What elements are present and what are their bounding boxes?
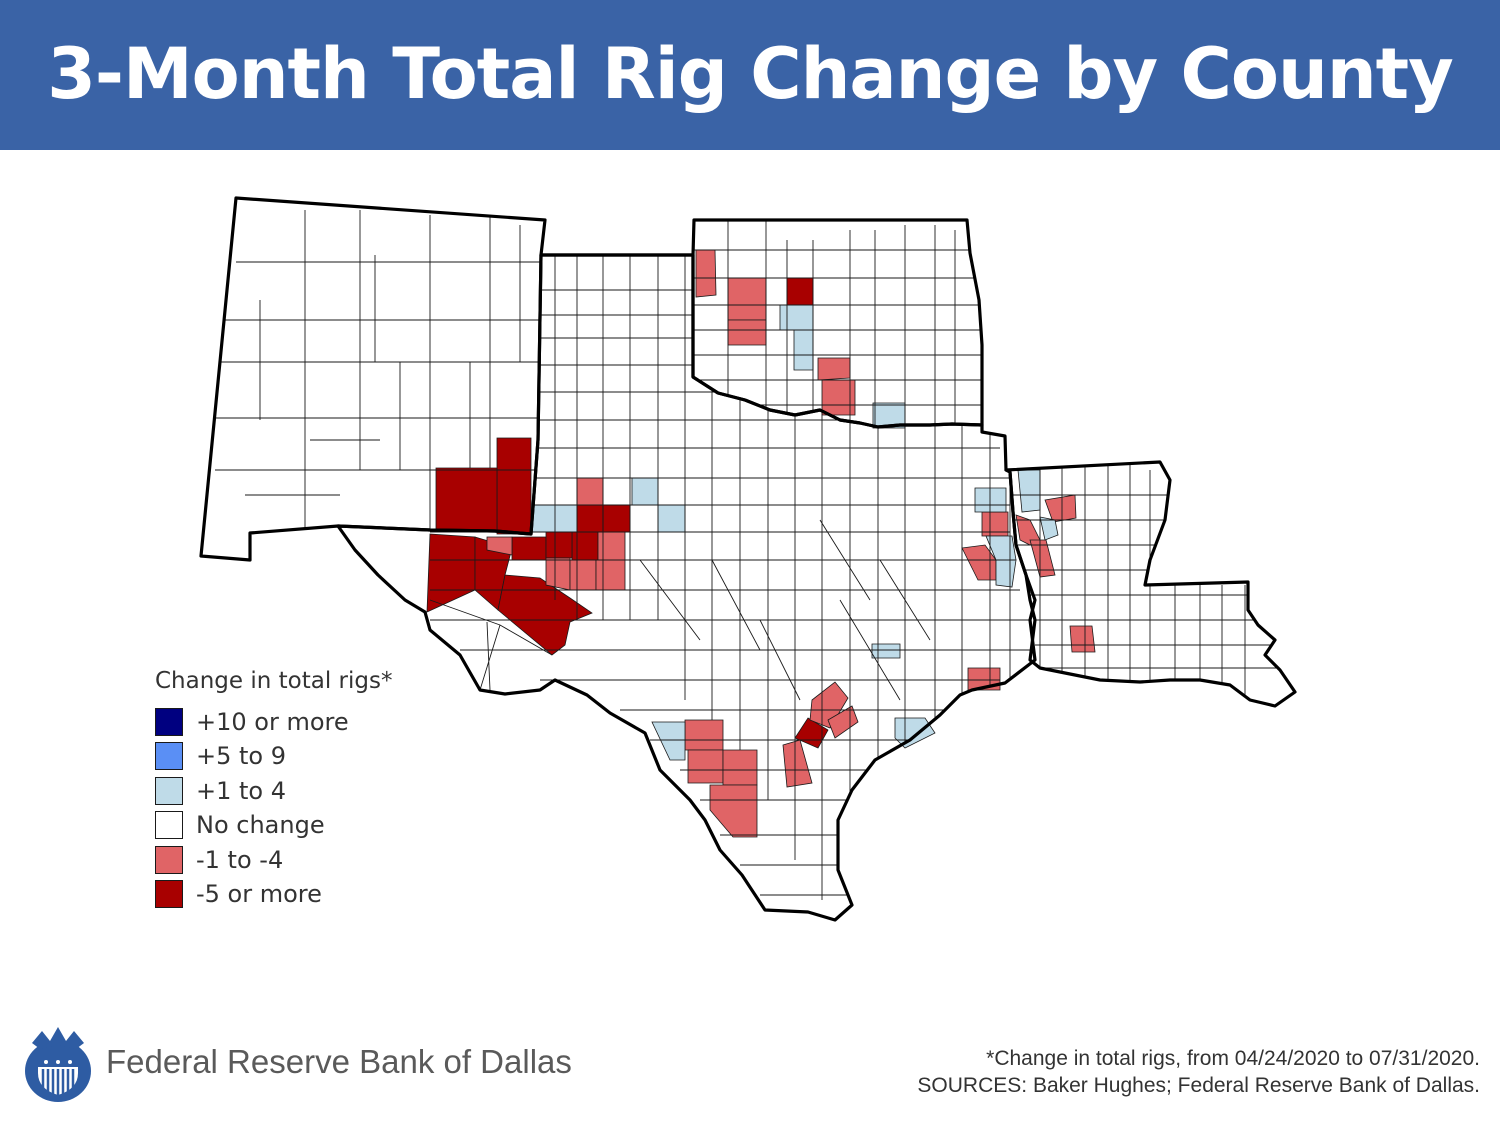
legend-swatch [155, 845, 183, 874]
legend-item: +5 to 9 [155, 738, 475, 772]
legend-item: +1 to 4 [155, 773, 475, 807]
legend-item: +10 or more [155, 704, 475, 738]
legend-label: +5 to 9 [196, 742, 286, 771]
organization-name: Federal Reserve Bank of Dallas [106, 1043, 572, 1080]
legend-label: +10 or more [196, 708, 349, 736]
legend-label: +1 to 4 [196, 776, 286, 805]
title-bar: 3-Month Total Rig Change by County [0, 0, 1500, 150]
louisiana-outline [1004, 460, 1297, 708]
legend-item: -5 or more [155, 876, 475, 910]
state-outlines [199, 196, 1297, 922]
legend-swatch [155, 879, 183, 908]
federal-reserve-seal-icon [25, 1027, 91, 1102]
legend-swatch [155, 811, 183, 840]
counties-minus-5-or-more [426, 277, 829, 749]
legend-swatch [155, 776, 183, 805]
legend-label: -5 or more [196, 879, 322, 908]
texas-outline [336, 253, 1037, 922]
legend-item: No change [155, 807, 475, 841]
footnote: *Change in total rigs, from 04/24/2020 t… [986, 1047, 1480, 1070]
legend: Change in total rigs* +10 or more +5 to … [155, 664, 475, 910]
legend-swatch [155, 708, 183, 736]
source-notes: *Change in total rigs, from 04/24/2020 t… [917, 1045, 1480, 1099]
legend-title: Change in total rigs* [155, 668, 393, 694]
legend-label: -1 to -4 [196, 845, 284, 874]
county-map [199, 196, 1297, 922]
legend-item: -1 to -4 [155, 842, 475, 876]
sources-line: SOURCES: Baker Hughes; Federal Reserve B… [917, 1074, 1480, 1097]
legend-swatch [155, 742, 183, 771]
county-lines-nm [210, 210, 545, 530]
legend-label: No change [196, 811, 325, 840]
page-title: 3-Month Total Rig Change by County [47, 33, 1454, 115]
